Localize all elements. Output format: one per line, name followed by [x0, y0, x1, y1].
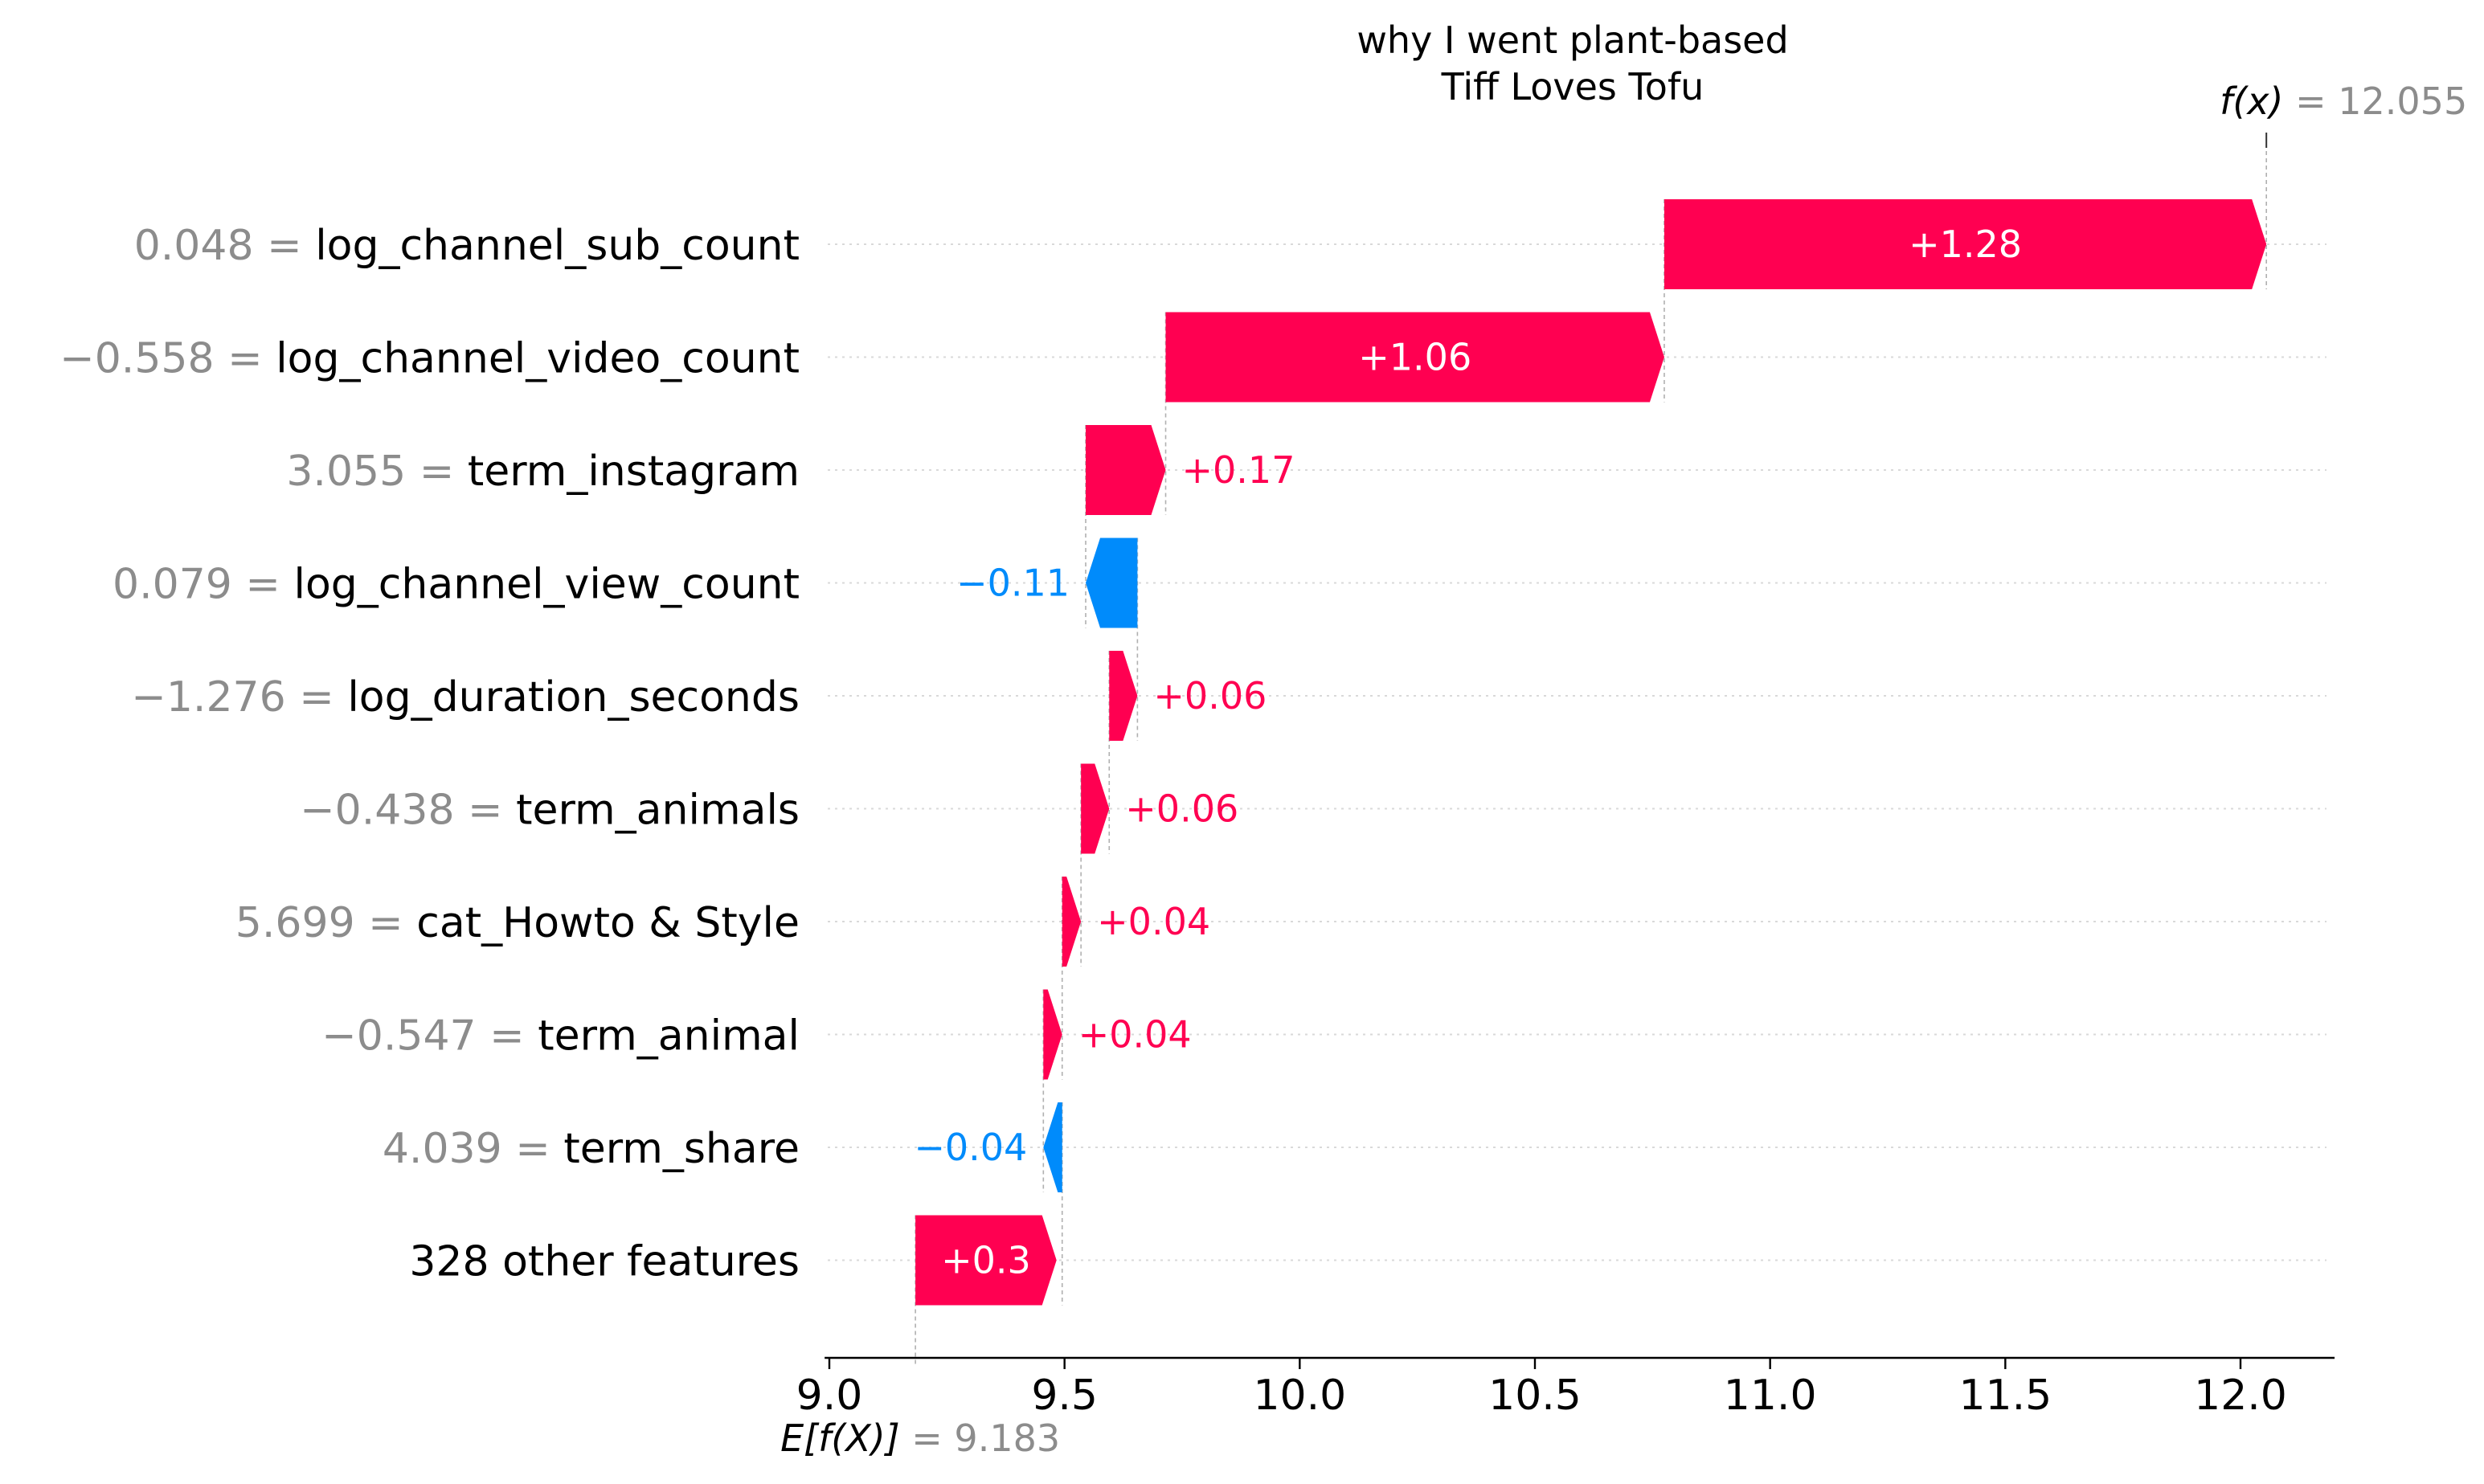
- feature-label: −0.558 = log_channel_video_count: [59, 335, 800, 383]
- bar-value-label: +0.04: [1097, 900, 1210, 943]
- feature-value: 0.048 =: [134, 222, 316, 270]
- feature-name: log_channel_video_count: [276, 335, 800, 383]
- feature-name: log_channel_sub_count: [315, 222, 800, 270]
- waterfall-bar: [1043, 989, 1062, 1080]
- waterfall-bar: [1664, 199, 2267, 289]
- feature-name: 328 other features: [409, 1238, 800, 1286]
- feature-name: term_share: [563, 1125, 800, 1173]
- feature-value: −0.438 =: [300, 787, 516, 835]
- x-tick-label: 9.0: [796, 1372, 863, 1420]
- x-tick-label: 10.0: [1253, 1372, 1346, 1420]
- feature-label: 0.048 = log_channel_sub_count: [134, 222, 800, 270]
- bar-value-label: +0.17: [1182, 448, 1295, 492]
- bar-value-label: −0.04: [914, 1126, 1027, 1169]
- output-value-prefix: f(x): [2220, 80, 2295, 123]
- feature-label: 3.055 = term_instagram: [286, 448, 800, 496]
- feature-value: 5.699 =: [235, 899, 417, 947]
- feature-value: −1.276 =: [131, 673, 347, 722]
- chart-subtitle: Tiff Loves Tofu: [1441, 65, 1704, 108]
- waterfall-bar: [1109, 651, 1138, 741]
- bar-value-label: +0.04: [1078, 1013, 1192, 1057]
- feature-label: 4.039 = term_share: [383, 1125, 800, 1173]
- feature-label: −1.276 = log_duration_seconds: [131, 673, 800, 722]
- feature-name: term_instagram: [468, 448, 800, 496]
- feature-value: −0.547 =: [321, 1012, 538, 1061]
- waterfall-bar: [1062, 877, 1082, 967]
- feature-value: 4.039 =: [383, 1125, 564, 1173]
- waterfall-bar: [1086, 425, 1166, 515]
- feature-name: log_duration_seconds: [347, 673, 800, 722]
- feature-value: 3.055 =: [286, 448, 468, 496]
- bar-value-label: +0.06: [1125, 787, 1238, 831]
- waterfall-bar: [1165, 312, 1664, 403]
- bar-value-label: −0.11: [956, 562, 1070, 605]
- x-tick-label: 10.5: [1488, 1372, 1582, 1420]
- waterfall-bar: [1081, 763, 1110, 854]
- x-tick-label: 11.5: [1958, 1372, 2052, 1420]
- feature-name: cat_Howto & Style: [416, 899, 800, 947]
- x-tick-label: 9.5: [1031, 1372, 1098, 1420]
- bar-value-label: +1.06: [1358, 336, 1471, 379]
- waterfall-bar: [1043, 1102, 1062, 1192]
- output-value-label: f(x) = 12.055: [2220, 80, 2467, 123]
- base-value-number: = 9.183: [911, 1417, 1060, 1460]
- feature-name: term_animal: [538, 1012, 800, 1061]
- chart-title: why I went plant-based: [1357, 18, 1788, 62]
- base-value-label: E[f(X)] = 9.183: [780, 1417, 1060, 1460]
- feature-label: 5.699 = cat_Howto & Style: [235, 899, 800, 947]
- feature-value: 0.079 =: [113, 561, 294, 609]
- feature-value: −0.558 =: [59, 335, 276, 383]
- output-value-number: = 12.055: [2295, 80, 2467, 123]
- feature-label: 0.079 = log_channel_view_count: [113, 561, 800, 609]
- x-tick-label: 11.0: [1724, 1372, 1817, 1420]
- feature-label: −0.547 = term_animal: [321, 1012, 800, 1061]
- feature-name: term_animals: [516, 787, 800, 835]
- feature-label: −0.438 = term_animals: [300, 787, 800, 835]
- bar-value-label: +0.06: [1153, 674, 1267, 717]
- x-tick-label: 12.0: [2194, 1372, 2287, 1420]
- bar-value-label: +1.28: [1909, 223, 2022, 266]
- base-value-prefix: E[f(X)]: [780, 1417, 911, 1460]
- bar-value-label: +0.3: [941, 1239, 1031, 1282]
- waterfall-bar: [1086, 538, 1138, 628]
- feature-name: log_channel_view_count: [294, 561, 800, 609]
- feature-label: 328 other features: [409, 1238, 800, 1286]
- waterfall-bar: [915, 1215, 1057, 1306]
